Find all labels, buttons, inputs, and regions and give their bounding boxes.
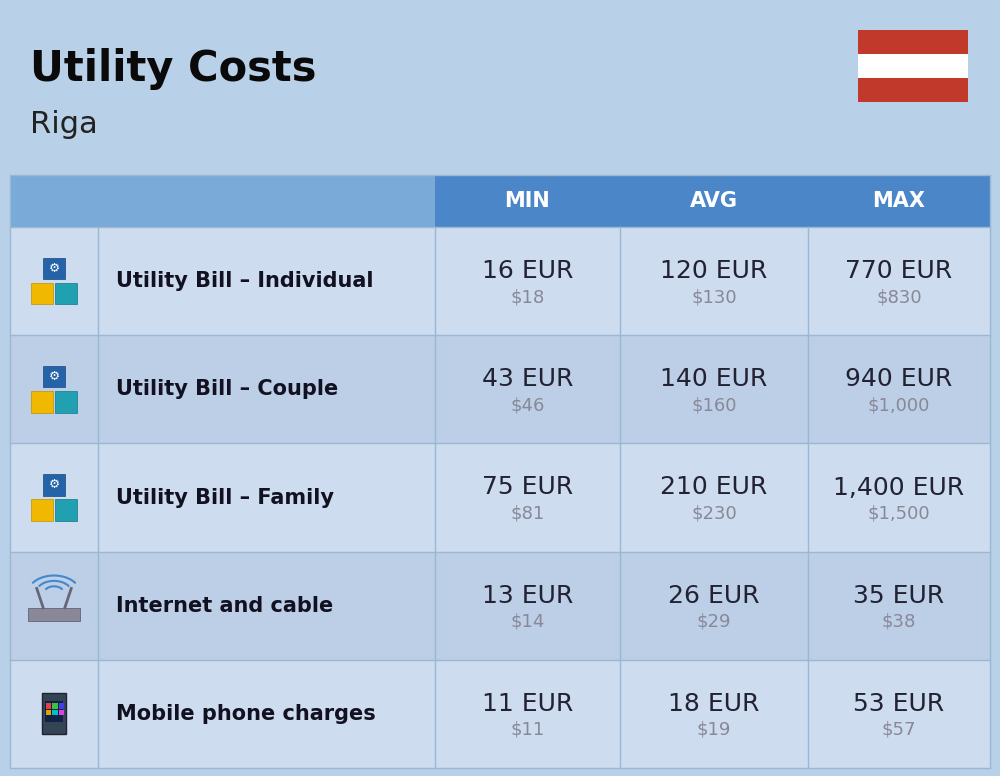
Bar xyxy=(52,703,58,708)
Text: ⚙: ⚙ xyxy=(48,370,60,383)
Bar xyxy=(43,258,65,279)
Text: $46: $46 xyxy=(510,397,545,414)
Text: $57: $57 xyxy=(882,721,916,739)
Text: $29: $29 xyxy=(697,613,731,631)
Bar xyxy=(10,175,98,227)
Text: 53 EUR: 53 EUR xyxy=(853,692,945,716)
Bar xyxy=(31,391,53,413)
Bar xyxy=(858,30,968,54)
Bar xyxy=(55,499,77,521)
Bar xyxy=(59,710,64,715)
Text: Utility Bill – Individual: Utility Bill – Individual xyxy=(116,271,374,291)
Bar xyxy=(46,703,51,708)
Bar xyxy=(620,175,808,227)
Text: $14: $14 xyxy=(510,613,545,631)
Text: Internet and cable: Internet and cable xyxy=(116,596,333,615)
Bar xyxy=(45,702,63,722)
Text: $19: $19 xyxy=(697,721,731,739)
Text: $1,000: $1,000 xyxy=(868,397,930,414)
Text: 75 EUR: 75 EUR xyxy=(482,476,573,500)
Text: Utility Costs: Utility Costs xyxy=(30,48,316,90)
Text: $160: $160 xyxy=(691,397,737,414)
Bar xyxy=(28,608,80,621)
Bar xyxy=(55,391,77,413)
Text: MAX: MAX xyxy=(872,191,926,211)
Bar xyxy=(43,474,65,496)
Text: MIN: MIN xyxy=(505,191,550,211)
Bar xyxy=(858,54,968,78)
Bar xyxy=(31,499,53,521)
Text: ⚙: ⚙ xyxy=(48,262,60,275)
Text: 13 EUR: 13 EUR xyxy=(482,584,573,608)
Text: $18: $18 xyxy=(510,288,545,306)
Text: 770 EUR: 770 EUR xyxy=(845,259,953,283)
Text: AVG: AVG xyxy=(690,191,738,211)
Bar xyxy=(808,175,990,227)
Text: $11: $11 xyxy=(510,721,545,739)
Text: 16 EUR: 16 EUR xyxy=(482,259,573,283)
Text: 120 EUR: 120 EUR xyxy=(660,259,768,283)
Bar xyxy=(10,660,990,768)
Text: 35 EUR: 35 EUR xyxy=(853,584,945,608)
Text: $81: $81 xyxy=(510,504,545,522)
Text: 210 EUR: 210 EUR xyxy=(660,476,768,500)
Bar xyxy=(59,703,64,708)
Bar xyxy=(10,443,990,552)
Text: $230: $230 xyxy=(691,504,737,522)
Bar xyxy=(43,366,65,387)
Bar xyxy=(435,175,620,227)
Bar xyxy=(858,78,968,102)
Text: $130: $130 xyxy=(691,288,737,306)
Text: Utility Bill – Couple: Utility Bill – Couple xyxy=(116,379,338,400)
Bar xyxy=(31,282,53,304)
Text: 940 EUR: 940 EUR xyxy=(845,367,953,391)
Text: $1,500: $1,500 xyxy=(868,504,930,522)
Text: Riga: Riga xyxy=(30,110,98,139)
Bar xyxy=(46,710,51,715)
Text: 1,400 EUR: 1,400 EUR xyxy=(833,476,965,500)
Bar xyxy=(10,552,990,660)
Text: $38: $38 xyxy=(882,613,916,631)
Bar xyxy=(10,335,990,443)
Text: Utility Bill – Family: Utility Bill – Family xyxy=(116,487,334,508)
Bar xyxy=(98,175,435,227)
Text: 140 EUR: 140 EUR xyxy=(660,367,768,391)
Text: 18 EUR: 18 EUR xyxy=(668,692,760,716)
Text: 26 EUR: 26 EUR xyxy=(668,584,760,608)
Bar xyxy=(10,227,990,335)
Bar xyxy=(55,282,77,304)
Text: Mobile phone charges: Mobile phone charges xyxy=(116,704,376,724)
Bar xyxy=(52,710,58,715)
Bar xyxy=(42,694,66,734)
Text: ⚙: ⚙ xyxy=(48,478,60,491)
Text: $830: $830 xyxy=(876,288,922,306)
Text: 43 EUR: 43 EUR xyxy=(482,367,573,391)
Text: 11 EUR: 11 EUR xyxy=(482,692,573,716)
